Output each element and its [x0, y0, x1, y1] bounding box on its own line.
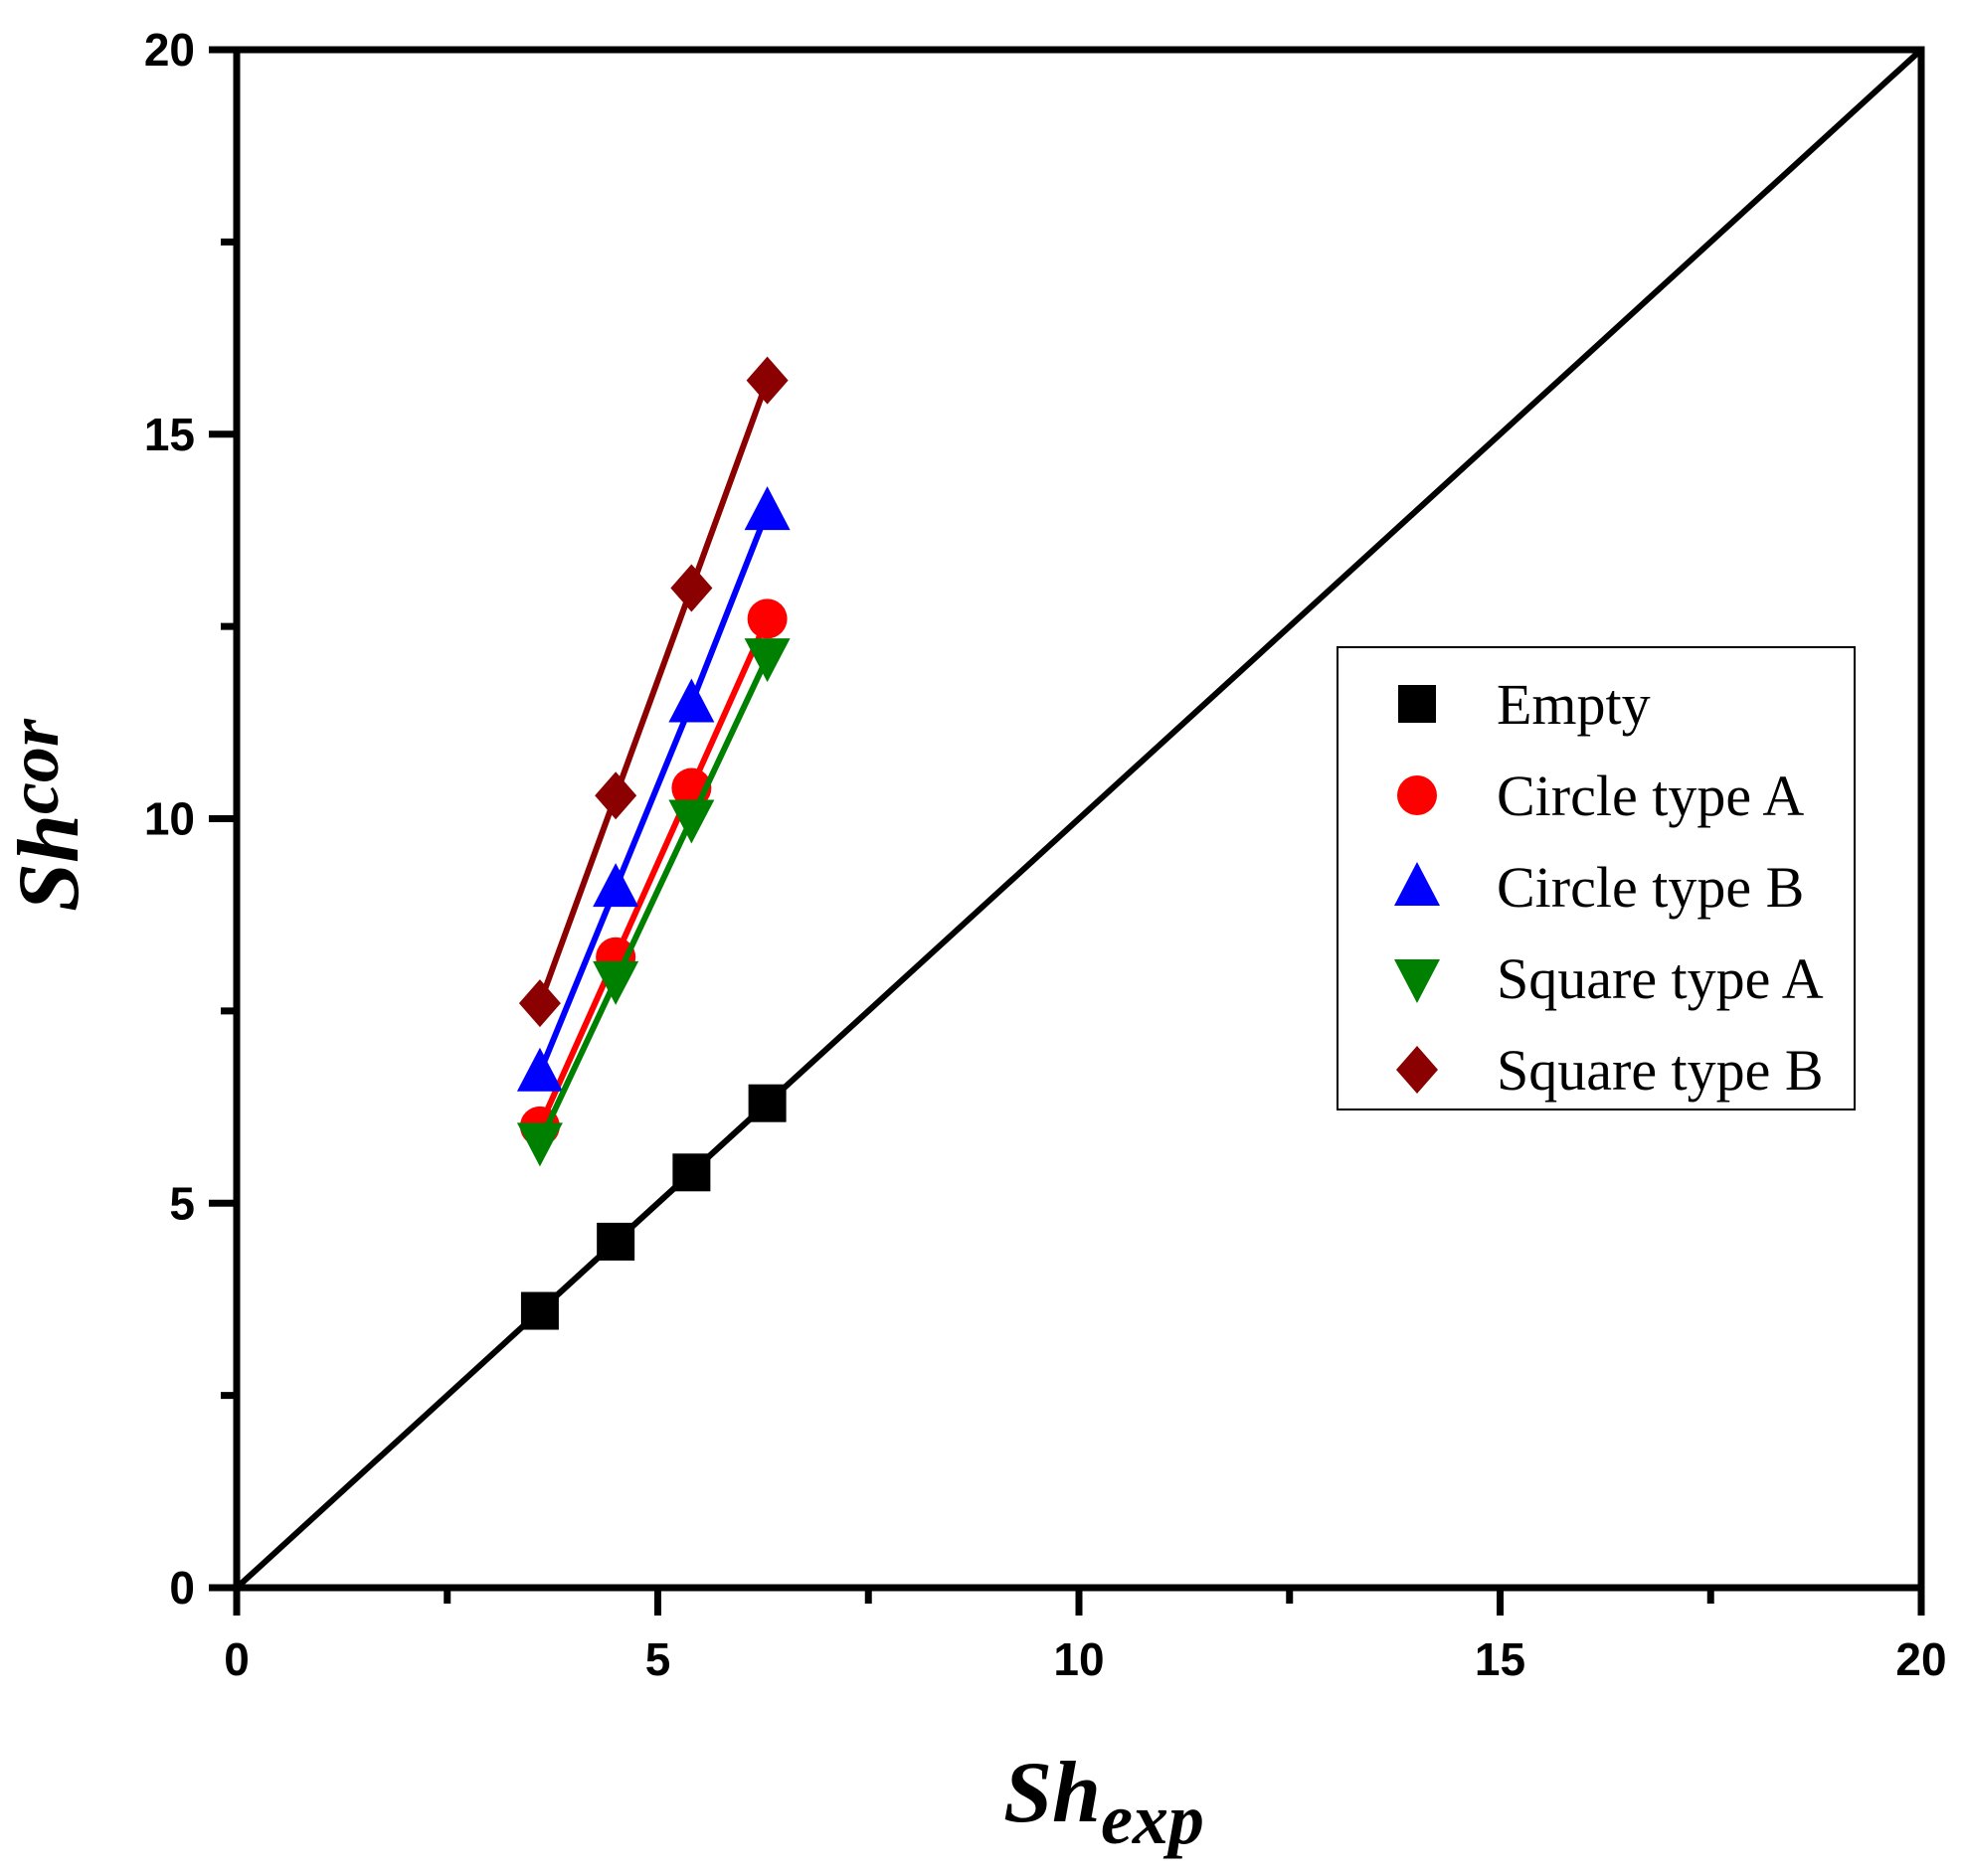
legend: Empty Circle type A Circle type B Square ty… — [1337, 646, 1856, 1110]
series-line — [537, 1101, 770, 1313]
y-tick-label: 15 — [144, 409, 195, 460]
y-axis-label: Shcor — [0, 718, 97, 912]
data-point — [593, 960, 639, 1005]
x-tick-label: 5 — [645, 1633, 671, 1685]
y-tick-label: 0 — [169, 1562, 195, 1614]
legend-marker — [1398, 685, 1436, 723]
x-axis-label-main: Sh — [1003, 1745, 1101, 1841]
x-axis-label-sub: exp — [1101, 1780, 1204, 1859]
data-point — [593, 863, 639, 908]
legend-item-square-type-a: Square type A — [1394, 946, 1824, 1011]
series-empty — [520, 1084, 787, 1330]
data-point — [672, 1153, 711, 1192]
series-square-type-a — [516, 638, 791, 1167]
x-axis-label: Shexp — [1003, 1745, 1204, 1859]
y-axis-label-sub: cor — [0, 718, 74, 814]
legend-marker — [1394, 959, 1440, 1003]
series-group — [234, 47, 1924, 1591]
series-circle-type-b — [516, 486, 791, 1092]
series-line — [537, 617, 771, 1128]
data-point — [744, 638, 791, 683]
data-point — [668, 678, 715, 723]
data-point — [747, 598, 788, 639]
series-line — [537, 509, 771, 1074]
data-point — [746, 356, 789, 405]
legend-label: Empty — [1497, 672, 1651, 737]
ticks: 0 5 10 15 20 0 5 10 15 20 — [144, 24, 1947, 1685]
legend-marker — [1397, 775, 1437, 815]
data-point — [744, 486, 791, 531]
series-line — [537, 655, 771, 1143]
data-point — [668, 799, 715, 844]
series-square-type-b — [518, 356, 789, 1028]
data-point — [595, 771, 637, 820]
legend-item-circle-type-b: Circle type B — [1394, 855, 1804, 920]
legend-marker — [1394, 862, 1440, 906]
legend-item-square-type-b: Square type B — [1396, 1038, 1824, 1103]
data-point — [516, 1047, 563, 1092]
x-tick-label: 0 — [224, 1633, 250, 1685]
data-point — [670, 564, 713, 612]
data-point — [597, 1222, 635, 1261]
series-line — [537, 379, 771, 1005]
x-tick-label: 10 — [1053, 1633, 1104, 1685]
axis-labels: Shexp Shcor — [0, 718, 1204, 1859]
legend-label: Square type A — [1497, 946, 1824, 1011]
x-tick-label: 20 — [1895, 1633, 1946, 1685]
y-tick-label: 10 — [144, 793, 195, 845]
legend-item-empty: Empty — [1398, 672, 1651, 737]
data-point — [516, 1122, 563, 1167]
x-tick-label: 15 — [1475, 1633, 1525, 1685]
legend-label: Circle type B — [1497, 855, 1804, 920]
data-point — [748, 1084, 787, 1122]
reference-line — [234, 47, 1924, 1591]
y-tick-label: 20 — [144, 24, 195, 76]
data-point — [518, 979, 561, 1028]
legend-item-circle-type-a: Circle type A — [1397, 764, 1804, 828]
data-point — [520, 1291, 559, 1330]
legend-marker — [1396, 1046, 1438, 1094]
legend-label: Circle type A — [1497, 764, 1804, 828]
y-axis-label-main: Sh — [1, 814, 97, 912]
legend-label: Square type B — [1497, 1038, 1824, 1103]
y-tick-label: 5 — [169, 1177, 195, 1229]
